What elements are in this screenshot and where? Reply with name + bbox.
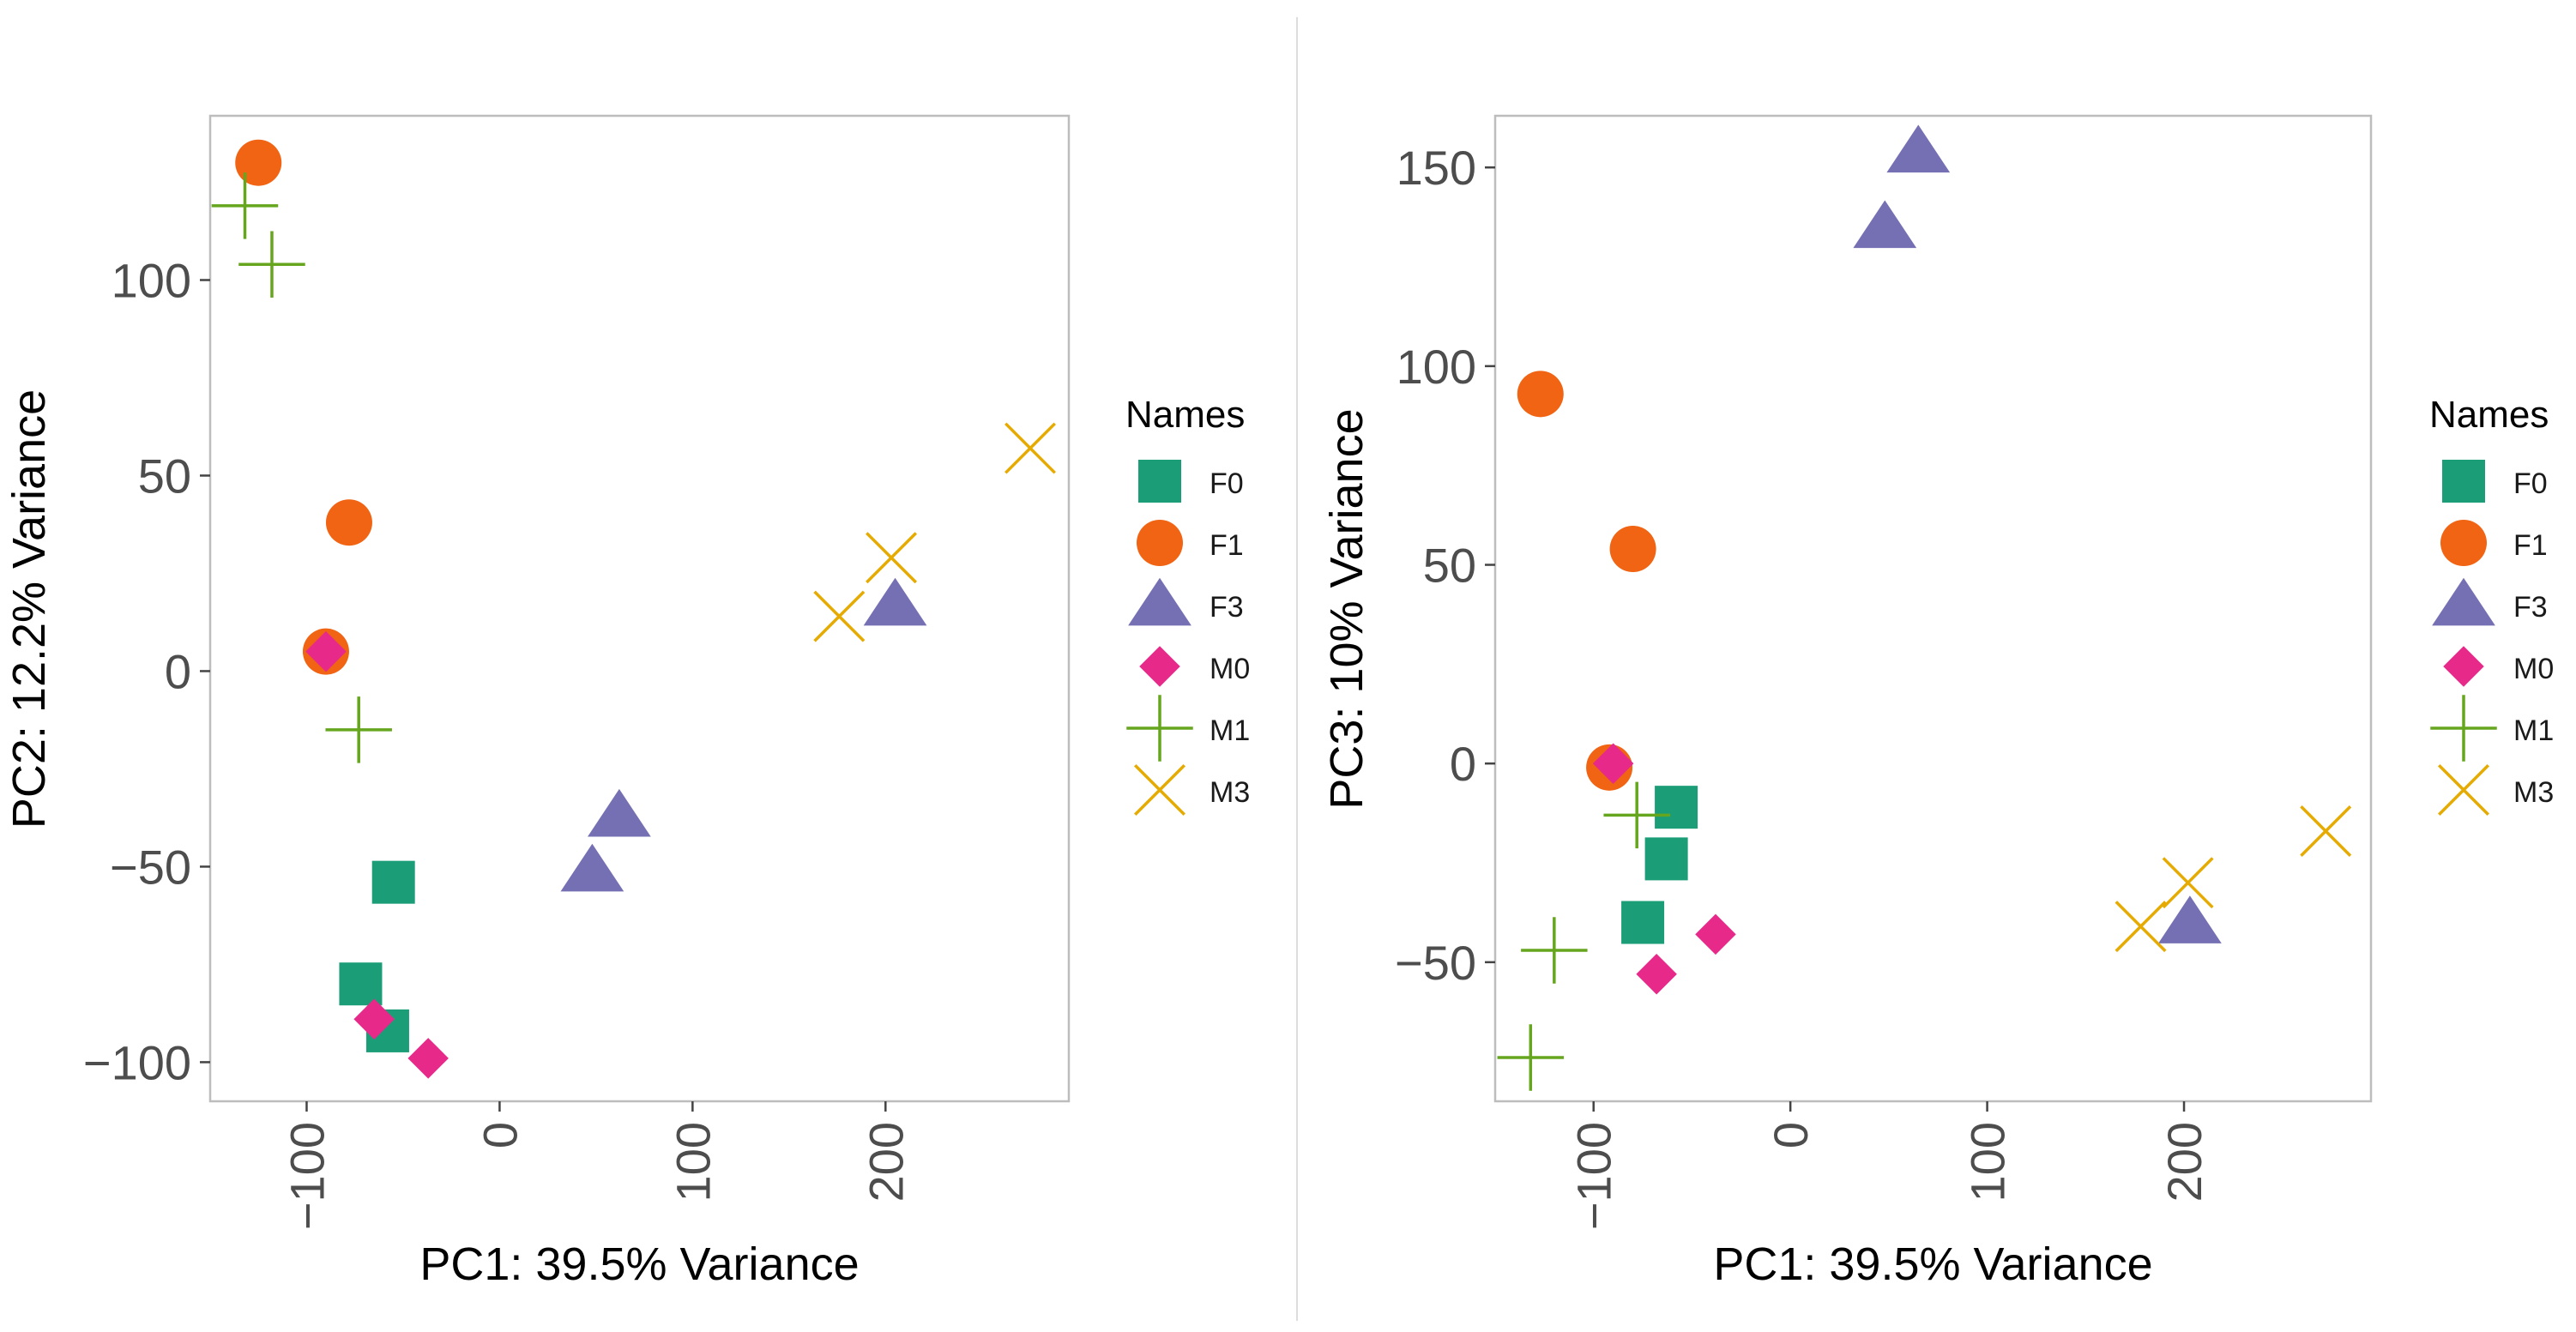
data-point-m3 <box>1004 422 1056 474</box>
data-point-f0 <box>1644 837 1688 881</box>
data-point-m3 <box>2114 901 2167 953</box>
data-point-m1 <box>325 696 392 763</box>
x-axis-title: PC1: 39.5% Variance <box>419 1239 859 1290</box>
legend-key-m1 <box>2430 695 2497 762</box>
y-tick-label: 150 <box>1397 141 1476 195</box>
data-point-m1 <box>1603 781 1670 849</box>
series-m1 <box>211 172 392 763</box>
y-tick-label: −50 <box>1395 936 1476 990</box>
legend-key-m3 <box>1134 764 1185 816</box>
data-point-m0 <box>305 630 347 672</box>
series-m3 <box>2114 805 2352 953</box>
series-m1 <box>1497 781 1670 1091</box>
data-point-m3 <box>2162 857 2214 909</box>
legend-label-m3: M3 <box>2513 776 2554 809</box>
legend: Names F0 F1 F3 M0 M1 M3 <box>1125 394 1250 816</box>
y-tick-label: 100 <box>112 254 191 308</box>
legend-label-m0: M0 <box>1210 653 1250 685</box>
legend-key-m3 <box>2438 764 2489 816</box>
y-axis-title: PC2: 12.2% Variance <box>3 389 55 829</box>
x-tick-label: −100 <box>1567 1122 1621 1230</box>
data-point-f1 <box>1609 526 1656 573</box>
data-point-f1 <box>325 499 372 546</box>
x-tick-label: 0 <box>473 1122 527 1148</box>
legend-label-m0: M0 <box>2513 653 2554 685</box>
data-point-m0 <box>407 1038 449 1079</box>
data-point-m0 <box>353 998 395 1040</box>
data-point-f3 <box>560 843 624 892</box>
x-axis-title: PC1: 39.5% Variance <box>1713 1239 2152 1290</box>
y-tick-label: 0 <box>165 644 191 698</box>
x-tick-label: 200 <box>2157 1122 2211 1202</box>
data-point-f0 <box>1655 786 1698 829</box>
legend-title: Names <box>2429 394 2549 436</box>
legend-label-m1: M1 <box>1210 714 1250 747</box>
series-f1 <box>235 139 372 675</box>
legend-key-m0 <box>2443 646 2484 687</box>
data-point-f3 <box>588 788 651 837</box>
y-tick-label: 0 <box>1450 737 1476 791</box>
y-tick-label: 100 <box>1397 340 1476 394</box>
data-point-f1 <box>235 139 282 186</box>
data-point-f3 <box>2158 895 2222 943</box>
legend-key-f1 <box>1137 520 1183 566</box>
data-point-f0 <box>339 962 383 1006</box>
legend-label-f0: F0 <box>2513 467 2548 500</box>
y-tick-label: 50 <box>1423 539 1476 593</box>
data-point-f3 <box>1853 200 1917 249</box>
legend-key-f1 <box>2440 520 2487 566</box>
legend-key-f0 <box>1138 460 1181 503</box>
y-tick-label: −100 <box>83 1035 191 1089</box>
x-tick-label: 0 <box>1764 1122 1818 1148</box>
legend-key-f3 <box>1128 577 1191 626</box>
data-point-m1 <box>238 231 305 298</box>
y-tick-label: −50 <box>110 840 191 894</box>
legend-label-f1: F1 <box>1210 529 1244 562</box>
data-point-m0 <box>1592 743 1634 784</box>
legend-label-f1: F1 <box>2513 529 2548 562</box>
y-axis-title: PC3: 10% Variance <box>1321 408 1372 809</box>
data-point-f3 <box>863 577 927 626</box>
series-m0 <box>305 630 449 1079</box>
legend-label-m3: M3 <box>1210 776 1250 809</box>
x-tick-label: 200 <box>859 1122 913 1202</box>
data-point-m1 <box>1521 917 1588 984</box>
legend-key-m1 <box>1126 695 1193 762</box>
plot-area-border <box>1493 114 2373 1103</box>
x-tick-label: 100 <box>666 1122 720 1202</box>
legend-label-f3: F3 <box>2513 591 2548 624</box>
legend-key-m0 <box>1139 646 1180 687</box>
data-point-f3 <box>1886 124 1951 173</box>
series-m3 <box>813 422 1056 642</box>
legend-label-m1: M1 <box>2513 714 2554 747</box>
data-point-m3 <box>813 590 866 642</box>
legend-key-f0 <box>2442 460 2485 503</box>
data-point-m3 <box>2300 805 2352 857</box>
data-point-f0 <box>1621 901 1665 944</box>
data-point-m0 <box>1636 953 1677 995</box>
legend-title: Names <box>1125 394 1245 436</box>
data-point-f0 <box>371 860 415 904</box>
data-point-f1 <box>1517 371 1564 418</box>
series-f0 <box>1621 786 1698 944</box>
plot-area-border <box>208 114 1071 1103</box>
x-tick-label: −100 <box>280 1122 334 1230</box>
data-point-m0 <box>1695 913 1736 955</box>
x-tick-label: 100 <box>1961 1122 2015 1202</box>
data-point-m1 <box>211 172 279 239</box>
series-f3 <box>1853 124 2222 943</box>
series-m0 <box>1592 743 1736 995</box>
legend-label-f0: F0 <box>1210 467 1244 500</box>
data-point-m1 <box>1497 1024 1565 1091</box>
y-tick-label: 50 <box>138 449 191 503</box>
legend-label-f3: F3 <box>1210 591 1244 624</box>
legend: Names F0 F1 F3 M0 M1 M3 <box>2429 394 2554 816</box>
legend-key-f3 <box>2432 577 2495 626</box>
series-f1 <box>1517 371 1656 791</box>
series-f3 <box>560 577 927 892</box>
data-point-m3 <box>866 532 918 584</box>
